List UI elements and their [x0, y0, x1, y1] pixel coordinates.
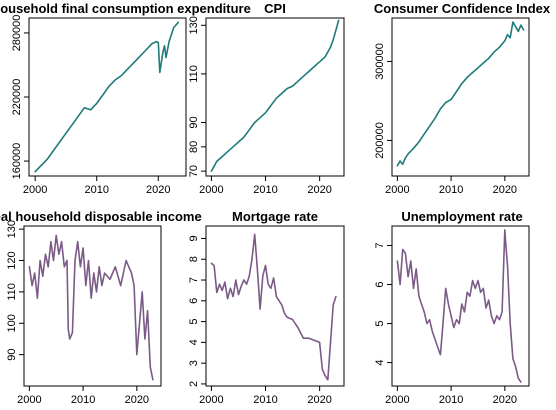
- y-tick-label: 8: [188, 256, 200, 262]
- y-tick-label: 5: [374, 320, 386, 326]
- y-tick-label: 6: [374, 281, 386, 287]
- x-tick-label: 2020: [146, 184, 170, 196]
- x-tick-label: 2000: [385, 184, 409, 196]
- y-tick-label: 280000: [11, 15, 23, 52]
- y-tick-label: 4: [188, 339, 200, 345]
- panel-title: Real household final consumption expendi…: [0, 1, 251, 16]
- panel-consumer-confidence: Consumer Confidence Index 2000 2010 2020 2…: [374, 1, 551, 196]
- series-line: [210, 233, 337, 381]
- x-tick-label: 2020: [307, 184, 331, 196]
- plot-frame: [391, 17, 530, 177]
- y-axis: 4 5 6 7: [374, 242, 392, 366]
- y-axis: 2 3 4 5 6 7 8 9: [188, 235, 206, 387]
- y-tick-label: 9: [188, 235, 200, 241]
- x-tick-label: 2010: [439, 394, 463, 406]
- panel-mortgage-rate: Mortgage rate 2000 2010 2020 2 3 4 5 6 7 8 9: [188, 209, 345, 406]
- y-tick-label: 110: [188, 65, 200, 83]
- panel-title: Real household disposable income: [0, 209, 202, 224]
- y-tick-label: 5: [188, 319, 200, 325]
- x-axis: 2000 2010 2020: [385, 176, 517, 196]
- y-tick-label: 110: [6, 283, 18, 301]
- x-tick-label: 2000: [385, 394, 409, 406]
- panel-unemployment-rate: Unemployment rate 2000 2010 2020 4 5 6 7: [374, 209, 530, 406]
- series-line: [210, 19, 340, 172]
- y-tick-label: 130: [6, 220, 18, 238]
- x-tick-label: 2010: [439, 184, 463, 196]
- y-tick-label: 6: [188, 298, 200, 304]
- series-line: [34, 21, 180, 173]
- x-tick-label: 2000: [199, 394, 223, 406]
- x-tick-label: 2020: [307, 394, 331, 406]
- y-tick-label: 160000: [11, 143, 23, 180]
- y-axis: 70 80 90 110 130: [188, 16, 206, 177]
- x-tick-label: 2020: [493, 394, 517, 406]
- series-line: [396, 21, 525, 167]
- y-axis: 90 100 110 120 130: [6, 220, 24, 361]
- x-tick-label: 2010: [84, 184, 108, 196]
- plot-frame: [205, 17, 345, 177]
- y-tick-label: 100: [6, 314, 18, 332]
- y-tick-label: 7: [374, 242, 386, 248]
- y-tick-label: 70: [188, 165, 200, 177]
- panel-title: Consumer Confidence Index: [374, 1, 551, 16]
- y-tick-label: 220000: [11, 79, 23, 116]
- y-tick-label: 4: [374, 360, 386, 366]
- x-tick-label: 2010: [71, 394, 95, 406]
- panel-title: CPI: [264, 1, 286, 16]
- y-tick-label: 90: [6, 349, 18, 361]
- y-axis: 200000 300000: [374, 43, 392, 159]
- plot-frame: [391, 225, 530, 387]
- panel-cpi: CPI 2000 2010 2020 70 80 90 110 130: [188, 1, 345, 196]
- x-tick-label: 2020: [125, 394, 149, 406]
- x-tick-label: 2000: [17, 394, 41, 406]
- x-tick-label: 2020: [493, 184, 517, 196]
- y-tick-label: 90: [188, 116, 200, 128]
- x-axis: 2000 2010 2020: [17, 386, 149, 406]
- y-tick-label: 300000: [374, 43, 386, 80]
- y-tick-label: 130: [188, 16, 200, 34]
- y-tick-label: 2: [188, 381, 200, 387]
- x-axis: 2000 2010 2020: [385, 386, 517, 406]
- y-axis: 160000 220000 280000: [11, 15, 29, 180]
- x-axis: 2000 2010 2020: [199, 176, 332, 196]
- y-tick-label: 80: [188, 141, 200, 153]
- plot-frame: [23, 225, 162, 387]
- y-tick-label: 120: [6, 251, 18, 269]
- y-tick-label: 7: [188, 277, 200, 283]
- panel-title: Unemployment rate: [401, 209, 522, 224]
- panel-consumption: Real household final consumption expendi…: [0, 1, 251, 196]
- x-axis: 2000 2010 2020: [199, 386, 332, 406]
- x-axis: 2000 2010 2020: [23, 176, 171, 196]
- x-tick-label: 2010: [253, 394, 277, 406]
- x-tick-label: 2000: [199, 184, 223, 196]
- x-tick-label: 2000: [23, 184, 47, 196]
- x-tick-label: 2010: [253, 184, 277, 196]
- panel-disposable-income: Real household disposable income 2000 201…: [0, 209, 202, 406]
- series-line: [396, 229, 522, 383]
- series-line: [28, 234, 154, 381]
- panel-title: Mortgage rate: [232, 209, 318, 224]
- y-tick-label: 200000: [374, 122, 386, 159]
- plot-frame: [205, 225, 345, 387]
- y-tick-label: 3: [188, 360, 200, 366]
